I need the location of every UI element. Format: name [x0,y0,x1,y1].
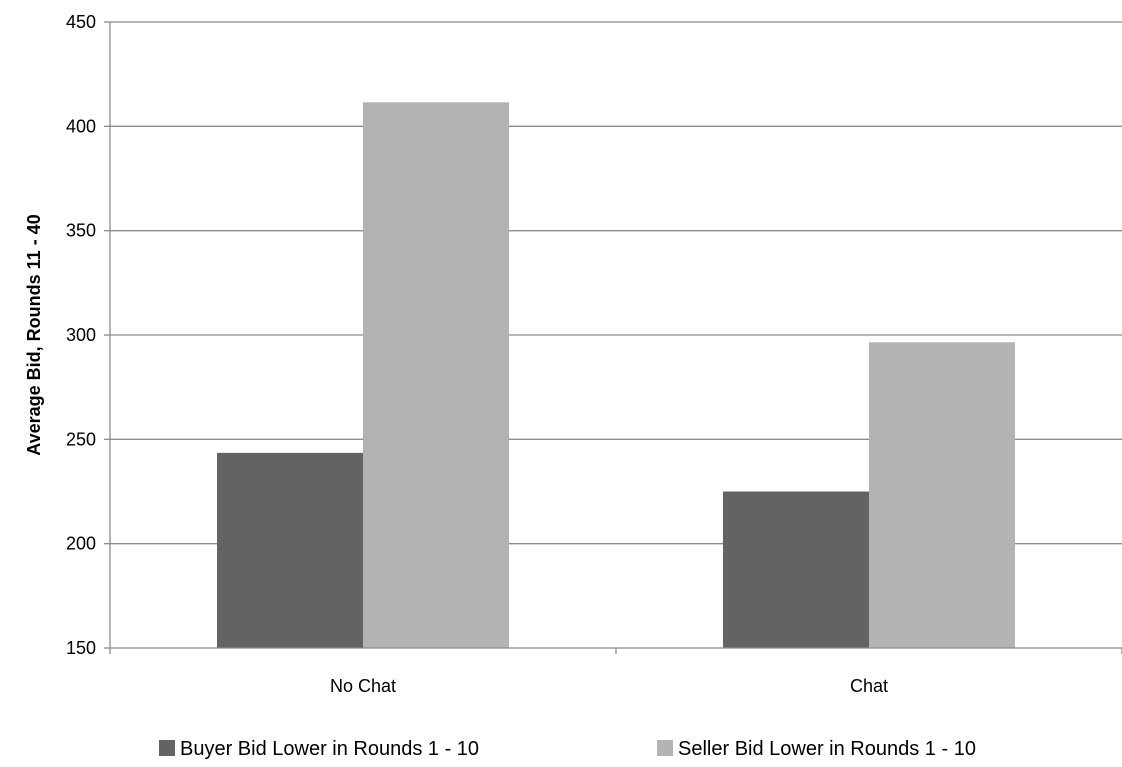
y-tick-label: 250 [66,429,96,449]
x-tick-label: No Chat [330,676,396,696]
y-tick-label: 150 [66,638,96,658]
x-tick-label: Chat [850,676,888,696]
y-axis-title: Average Bid, Rounds 11 - 40 [24,214,44,455]
legend-label: Seller Bid Lower in Rounds 1 - 10 [678,738,976,760]
axes [104,21,1122,654]
legend-swatch [657,740,673,756]
legend: Buyer Bid Lower in Rounds 1 - 10 Seller B… [159,738,976,760]
legend-swatch [159,740,175,756]
bar [363,102,509,648]
bar [723,491,869,648]
tick-labels: 150 200 250 300 350 400 450 No Chat Chat [66,12,888,696]
bar [869,342,1015,648]
y-tick-label: 350 [66,221,96,241]
legend-label: Buyer Bid Lower in Rounds 1 - 10 [180,738,479,760]
y-tick-label: 300 [66,325,96,345]
y-tick-label: 450 [66,12,96,32]
y-tick-label: 400 [66,116,96,136]
bar [217,452,363,648]
y-tick-label: 200 [66,534,96,554]
bars [217,102,1015,648]
